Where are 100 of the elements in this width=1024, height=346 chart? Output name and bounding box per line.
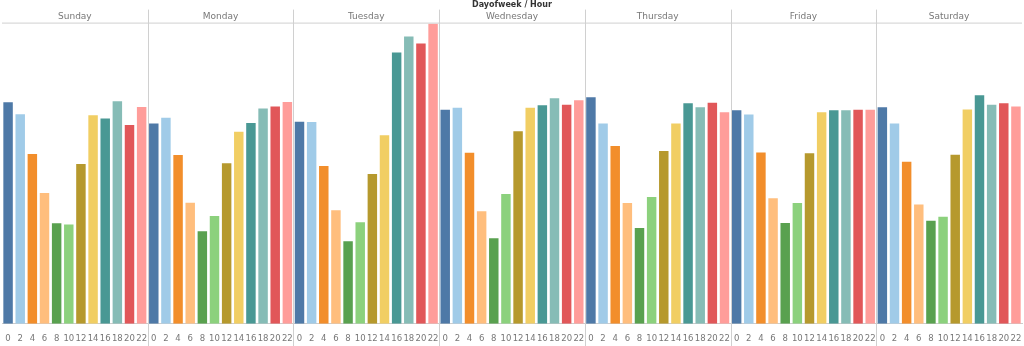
x-tick-label: 4 [466,333,473,344]
x-tick-label: 4 [29,333,36,344]
bar [622,203,633,324]
bar [744,114,754,324]
bar [683,103,693,324]
bar [756,152,766,324]
x-tick-label: 8 [491,333,497,344]
text: Monday [202,10,240,21]
bar [391,52,402,324]
x-tick-label: 8 [199,333,206,344]
bar [1011,106,1021,324]
x-tick-label: 14 [524,333,536,344]
bar [780,222,790,324]
x-tick-label: 0 [879,333,886,344]
bar [355,222,365,324]
text: Sunday [58,10,93,21]
x-tick-label: 22 [864,333,876,344]
bar [671,123,681,324]
bar [634,228,645,324]
x-tick-label: 10 [937,333,949,344]
bar [537,105,548,324]
x-tick-label: 20 [269,333,281,344]
bar [464,152,475,324]
bar [15,114,25,324]
bar [586,97,596,324]
bar [294,121,305,324]
bar [610,146,620,324]
bar [404,36,414,324]
x-tick-label: 0 [151,333,157,344]
bar [173,155,183,324]
x-tick-label: 6 [333,333,339,344]
x-tick-label: 18 [257,333,269,344]
x-tick-label: 12 [512,333,524,344]
bar [926,220,936,324]
x-tick-label: 2 [308,333,315,344]
x-tick-label: 2 [891,333,898,344]
bar [282,101,293,324]
bar [950,154,960,324]
x-tick-label: 2 [600,333,606,344]
x-tick-label: 6 [478,333,485,344]
x-tick-label: 10 [791,333,803,344]
x-tick-label: 16 [245,333,257,344]
x-tick-label: 4 [175,333,181,344]
x-tick-label: 20 [415,333,427,344]
bar [999,103,1009,324]
x-tick-label: 18 [986,333,998,344]
bar [379,135,390,324]
x-tick-label: 8 [53,333,60,344]
x-tick-label: 12 [75,333,87,344]
bar [719,112,730,324]
bar [974,95,985,324]
bar [659,150,669,324]
bar [246,122,256,324]
bar [561,104,572,324]
bar [804,153,815,324]
x-tick-label: 0 [5,333,11,344]
bar [27,153,38,324]
bar [197,231,208,324]
bar [525,107,535,324]
x-tick-label: 0 [442,333,448,344]
text: Wednesday [485,10,539,21]
x-tick-label: 16 [391,333,403,344]
x-tick-label: 22 [573,333,585,344]
bar [331,210,341,324]
x-tick-label: 6 [624,333,631,344]
bar [149,123,159,324]
text: Friday [789,10,818,21]
bar [185,202,195,324]
bar [136,107,147,324]
bar [270,106,280,324]
bar [428,23,438,324]
x-tick-label: 18 [694,333,706,344]
x-tick-label: 12 [221,333,233,344]
bar [209,216,220,324]
bar [768,198,778,324]
x-tick-label: 6 [916,333,922,344]
x-tick-label: 10 [63,333,75,344]
bar [853,109,863,324]
x-tick-label: 22 [427,333,439,344]
x-tick-label: 0 [296,333,303,344]
x-tick-label: 20 [852,333,864,344]
bar [343,241,353,324]
x-tick-label: 4 [903,333,910,344]
text: Saturday [928,10,971,21]
bar [901,161,912,324]
bar [39,192,50,324]
x-tick-label: 4 [321,333,327,344]
x-tick-label: 14 [670,333,682,344]
bar [816,112,827,324]
x-tick-label: 8 [636,333,643,344]
x-tick-label: 12 [366,333,378,344]
x-tick-label: 18 [549,333,560,344]
x-tick-label: 14 [233,333,245,344]
text: Tuesday [346,10,386,21]
x-tick-label: 2 [17,333,23,344]
x-tick-label: 14 [816,333,828,344]
x-tick-label: 10 [354,333,366,344]
bar [914,204,924,324]
bar [124,125,135,324]
bar [51,223,62,324]
